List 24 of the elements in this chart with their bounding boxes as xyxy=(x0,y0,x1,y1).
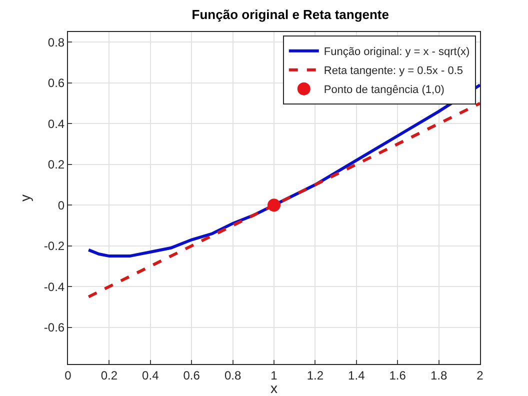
y-tick-label: -0.6 xyxy=(44,320,65,335)
x-tick-label: 0.8 xyxy=(224,368,242,382)
x-axis-title: x xyxy=(270,380,278,396)
x-tick-label: 0.2 xyxy=(100,368,118,382)
x-tick-label: 0.6 xyxy=(183,368,200,382)
y-tick-label: 0.2 xyxy=(48,158,65,172)
y-tick-label: 0.4 xyxy=(48,116,65,131)
x-tick-label: 1 xyxy=(270,368,278,382)
chart-title: Função original e Reta tangente xyxy=(192,7,389,22)
y-tick-label: -0.2 xyxy=(44,239,65,254)
legend-label: Função original: y = x - sqrt(x) xyxy=(324,46,470,58)
x-tick-label: 1.2 xyxy=(306,368,324,382)
x-tick-label: 0.4 xyxy=(142,368,160,382)
legend-label: Reta tangente: y = 0.5x - 0.5 xyxy=(324,65,464,78)
y-tick-label: -0.4 xyxy=(44,280,65,294)
y-tick-label: 0.8 xyxy=(48,35,65,50)
x-tick-label: 2 xyxy=(476,368,484,382)
legend-label: Ponto de tangência (1,0) xyxy=(324,84,444,96)
x-tick-label: 1.4 xyxy=(348,368,366,382)
x-tick-label: 1.6 xyxy=(389,368,406,382)
y-tick-label: 0 xyxy=(58,198,65,212)
x-tick-label: 1.8 xyxy=(430,368,448,382)
y-axis-title: y xyxy=(17,194,33,202)
y-tick-label: 0.6 xyxy=(48,76,65,90)
